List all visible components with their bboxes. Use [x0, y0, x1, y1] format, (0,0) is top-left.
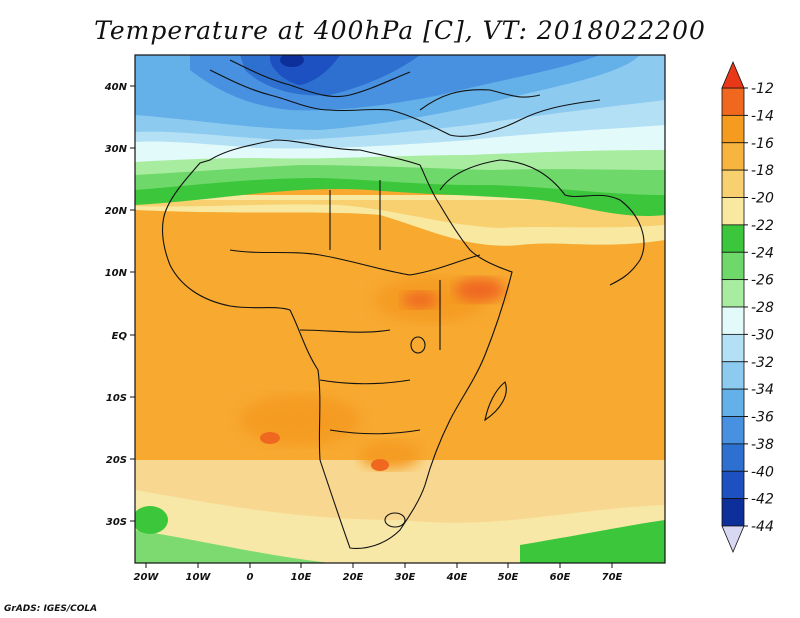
lon-label: 0	[247, 572, 254, 583]
lat-label: 20S	[106, 455, 127, 466]
colorbar-swatch	[721, 114, 745, 144]
colorbar-label: -26	[751, 273, 774, 289]
madagascar-coastline	[484, 381, 507, 422]
black-sea-coast	[419, 89, 541, 111]
lesotho-border	[384, 512, 406, 528]
sahel-borders	[229, 249, 481, 276]
coastlines	[161, 59, 645, 549]
colorbar-label: -24	[751, 245, 774, 261]
colorbar-label: -32	[751, 355, 774, 371]
lat-label: 10N	[105, 268, 128, 279]
country-borders	[299, 180, 441, 435]
colorbar-label: -38	[751, 437, 774, 453]
colorbar-swatch	[721, 224, 745, 253]
arabia-india-coast	[439, 159, 645, 286]
lon-label: 30E	[395, 572, 416, 583]
lat-label: 30N	[105, 144, 128, 155]
colorbar-swatch	[721, 306, 745, 335]
colorbar-swatch	[721, 169, 745, 198]
lon-label: 60E	[550, 572, 571, 583]
colorbar: -12 -14 -16 -18 -20 -22 -24 -26 -28 -30 -32 -34 -36 -…	[721, 60, 774, 554]
colorbar-label: -42	[751, 492, 774, 508]
colorbar-swatch	[721, 197, 745, 226]
lat-label: 30S	[106, 517, 127, 528]
colorbar-label: -16	[751, 136, 774, 152]
colorbar-swatch	[721, 498, 745, 527]
lon-label: 10W	[186, 572, 212, 583]
lake-victoria	[410, 336, 426, 354]
colorbar-top-arrow	[721, 60, 745, 89]
lon-label: 40E	[446, 572, 468, 583]
latitude-ticks: 40N 30N 20N 10N EQ 10S 20S 30S	[104, 82, 135, 528]
colorbar-swatch	[721, 142, 745, 171]
colorbar-swatch	[721, 416, 745, 445]
colorbar-swatch	[721, 251, 745, 281]
mediterranean-coast	[209, 69, 601, 137]
colorbar-label: -40	[751, 464, 774, 480]
lat-label: 20N	[105, 206, 128, 217]
colorbar-label: -18	[751, 163, 774, 179]
map-title: Temperature at 400hPa [C], VT: 201802220…	[94, 16, 706, 45]
colorbar-swatch	[721, 388, 745, 417]
map-frame	[134, 54, 666, 564]
colorbar-label: -36	[751, 410, 774, 426]
colorbar-label: -12	[751, 81, 774, 97]
colorbar-swatch	[721, 361, 745, 390]
colorbar-swatch	[721, 87, 745, 116]
europe-coast	[229, 59, 411, 98]
temperature-field	[135, 55, 665, 563]
lat-label: 40N	[104, 82, 128, 93]
colorbar-label: -30	[751, 327, 774, 343]
colorbar-bottom-arrow	[721, 525, 745, 554]
lat-label: 10S	[106, 393, 127, 404]
colorbar-label: -14	[751, 108, 774, 124]
africa-coastline	[161, 139, 513, 549]
colorbar-swatch	[721, 470, 745, 500]
colorbar-swatch	[721, 333, 745, 363]
colorbar-label: -22	[751, 218, 774, 234]
colorbar-swatch	[721, 443, 745, 472]
grads-credit: GrADS: IGES/COLA	[4, 604, 98, 614]
longitude-ticks: 20W 10W 0 10E 20E 30E 40E 50E 60E 70E	[134, 563, 623, 583]
lon-label: 20E	[343, 572, 364, 583]
lat-label: EQ	[112, 331, 128, 342]
colorbar-swatch	[721, 279, 745, 308]
lon-label: 10E	[291, 572, 312, 583]
lon-label: 50E	[498, 572, 519, 583]
lon-label: 70E	[602, 572, 623, 583]
colorbar-label: -20	[751, 191, 774, 207]
lon-label: 20W	[134, 572, 160, 583]
colorbar-label: -44	[751, 519, 774, 535]
colorbar-label: -34	[751, 382, 774, 398]
colorbar-label: -28	[751, 300, 774, 316]
